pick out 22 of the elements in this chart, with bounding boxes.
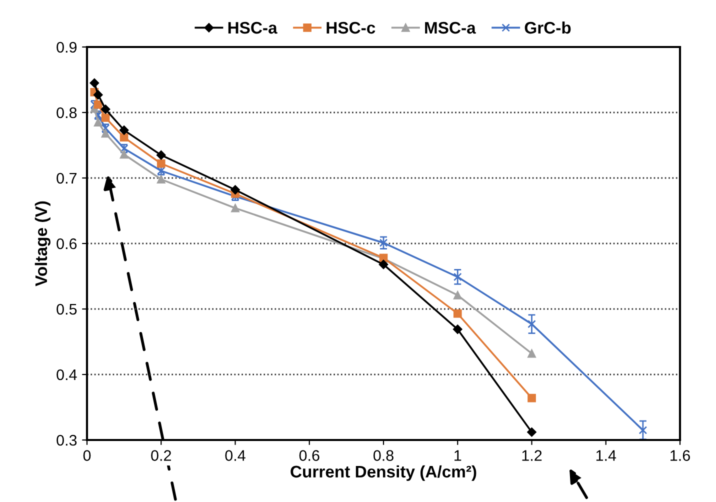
legend-label: MSC-a: [425, 22, 476, 34]
x-tick-label: 0.2: [151, 450, 171, 461]
x-tick-label: 0.8: [373, 450, 394, 461]
x-axis-title: Current Density (A/cm²): [290, 465, 476, 481]
x-tick-label: 1.4: [596, 450, 616, 461]
x-tick-label: 0.4: [225, 450, 246, 461]
y-tick-label: 0.5: [56, 304, 77, 315]
legend-label: HSC-a: [228, 22, 278, 34]
legend-label: HSC-c: [326, 22, 376, 34]
legend-label: GrC-b: [524, 21, 571, 34]
y-axis-title: Voltage (V): [34, 201, 50, 286]
y-tick-label: 0.9: [56, 42, 77, 53]
x-tick-label: 0: [83, 450, 91, 461]
x-tick-label: 1.6: [670, 450, 690, 461]
y-tick-label: 0.8: [56, 107, 77, 118]
x-tick-label: 0.6: [299, 450, 320, 461]
y-tick-label: 0.7: [56, 172, 77, 184]
x-tick-label: 1.2: [522, 450, 542, 461]
y-tick-label: 0.3: [56, 434, 77, 446]
y-tick-label: 0.4: [56, 369, 77, 380]
x-tick-label: 1: [454, 450, 462, 461]
y-tick-label: 0.6: [56, 238, 77, 250]
